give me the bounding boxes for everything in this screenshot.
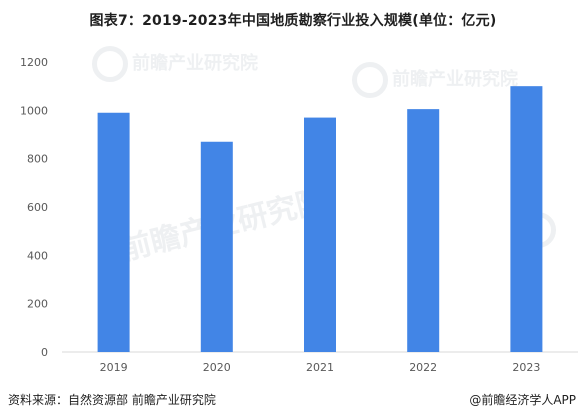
bar-2022 — [407, 109, 440, 352]
x-tick-label: 2023 — [512, 361, 540, 374]
y-tick-label: 400 — [27, 249, 48, 262]
bar-2021 — [304, 117, 336, 352]
chart-title: 图表7：2019-2023年中国地质勘察行业投入规模(单位：亿元) — [89, 13, 497, 29]
source-note: 资料来源：自然资源部 前瞻产业研究院 — [8, 393, 216, 407]
y-tick-label: 0 — [41, 346, 48, 359]
credit-note: @前瞻经济学人APP — [469, 393, 576, 407]
x-tick-label: 2019 — [100, 361, 128, 374]
watermark-logo-icon — [92, 46, 128, 82]
y-tick-label: 200 — [27, 298, 48, 311]
x-tick-label: 2022 — [409, 361, 437, 374]
y-tick-label: 800 — [27, 153, 48, 166]
bar-chart: 0 200 400 600 800 1000 1200 2019 2020 2021 2022 202… — [20, 56, 578, 374]
x-tick-label: 2020 — [203, 361, 231, 374]
watermark-top-right: 前瞻产业研究院 — [352, 62, 518, 98]
x-tick-label: 2021 — [306, 361, 334, 374]
watermark-top-left: 前瞻产业研究院 — [92, 46, 258, 82]
bar-2019 — [97, 112, 130, 352]
watermark-text: 前瞻产业研究院 — [392, 69, 518, 90]
y-tick-label: 1200 — [20, 56, 48, 69]
y-tick-label: 600 — [27, 201, 48, 214]
watermark-text: 前瞻产业研究院 — [132, 53, 258, 74]
bar-2020 — [200, 141, 233, 352]
y-tick-label: 1000 — [20, 104, 48, 117]
watermark-logo-icon — [352, 62, 388, 98]
bar-2023 — [510, 86, 543, 353]
